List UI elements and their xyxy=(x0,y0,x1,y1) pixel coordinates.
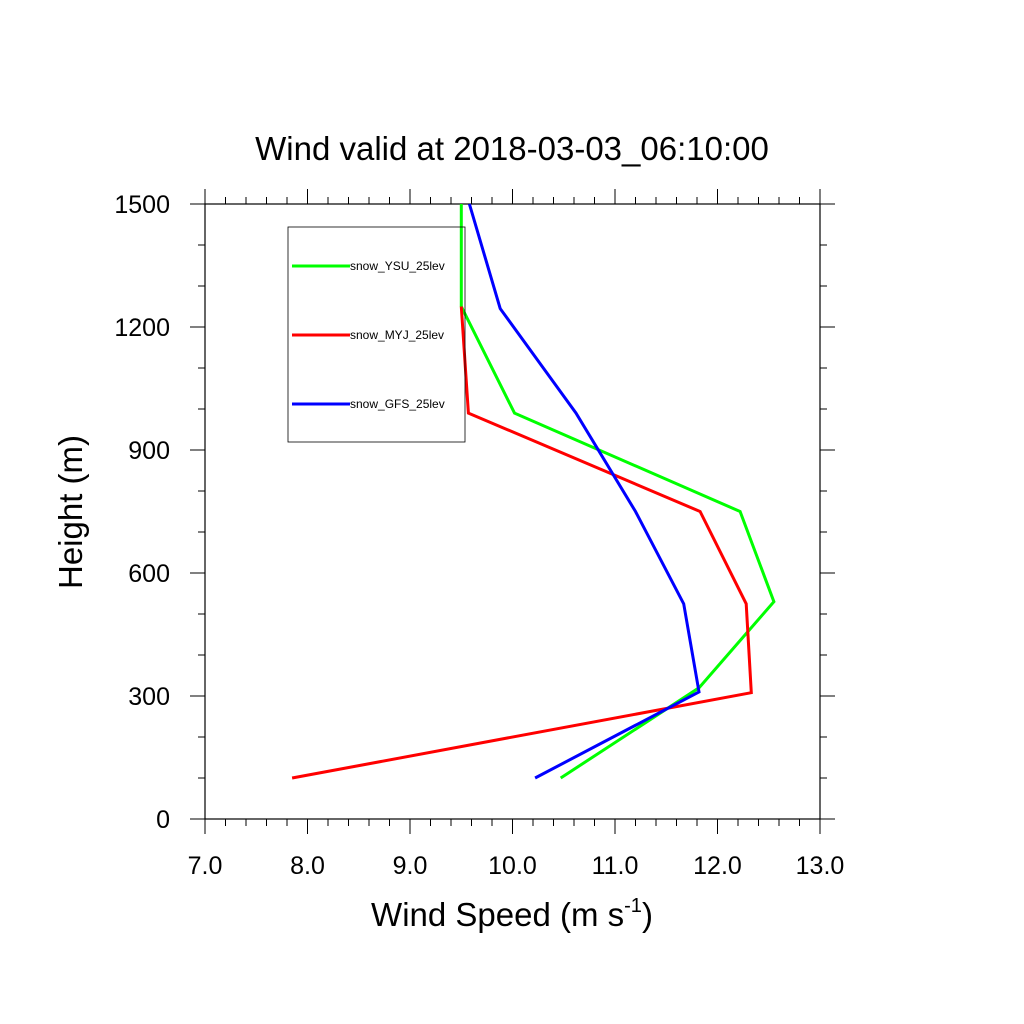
legend-box xyxy=(287,226,466,443)
series-line-snow-ysu-25lev xyxy=(459,204,776,780)
x-tick-label: 13.0 xyxy=(796,852,845,880)
x-tick-label: 12.0 xyxy=(693,852,742,880)
legend-label-snow-gfs-25lev: snow_GFS_25lev xyxy=(350,397,445,411)
y-tick-label: 600 xyxy=(128,560,170,588)
legend-label-snow-myj-25lev: snow_MYJ_25lev xyxy=(350,328,444,342)
x-tick-label: 9.0 xyxy=(393,852,428,880)
plot-frame xyxy=(204,203,821,820)
y-axis-label: Height (m) xyxy=(52,435,89,589)
y-tick-label: 1200 xyxy=(114,314,170,342)
legend: snow_YSU_25lev snow_MYJ_25lev snow_GFS_25l… xyxy=(287,226,466,443)
axes: 7.0 8.0 9.0 10.0 11.0 12.0 13.0 0 300 600 900 1200… xyxy=(114,189,844,880)
y-ticks xyxy=(190,203,835,820)
x-ticks xyxy=(204,189,821,834)
x-tick-labels: 7.0 8.0 9.0 10.0 11.0 12.0 13.0 xyxy=(188,852,845,880)
y-tick-label: 1500 xyxy=(114,191,170,219)
legend-label-snow-ysu-25lev: snow_YSU_25lev xyxy=(350,259,445,273)
x-tick-label: 11.0 xyxy=(592,852,639,880)
series-line-snow-gfs-25lev xyxy=(467,203,701,780)
x-tick-label: 8.0 xyxy=(290,852,325,880)
chart-title: Wind valid at 2018-03-03_06:10:00 xyxy=(255,130,769,167)
y-tick-label: 900 xyxy=(128,437,170,465)
x-tick-label: 7.0 xyxy=(188,852,223,880)
series-lines xyxy=(291,203,776,780)
y-tick-label: 0 xyxy=(156,806,170,834)
y-tick-labels: 0 300 600 900 1200 1500 xyxy=(114,191,170,834)
y-tick-label: 300 xyxy=(128,683,170,711)
x-axis-label: Wind Speed (m s-1) xyxy=(371,895,653,933)
series-line-snow-myj-25lev xyxy=(291,306,753,780)
x-tick-label: 10.0 xyxy=(488,852,537,880)
legend-items: snow_YSU_25lev snow_MYJ_25lev snow_GFS_25l… xyxy=(292,259,445,411)
